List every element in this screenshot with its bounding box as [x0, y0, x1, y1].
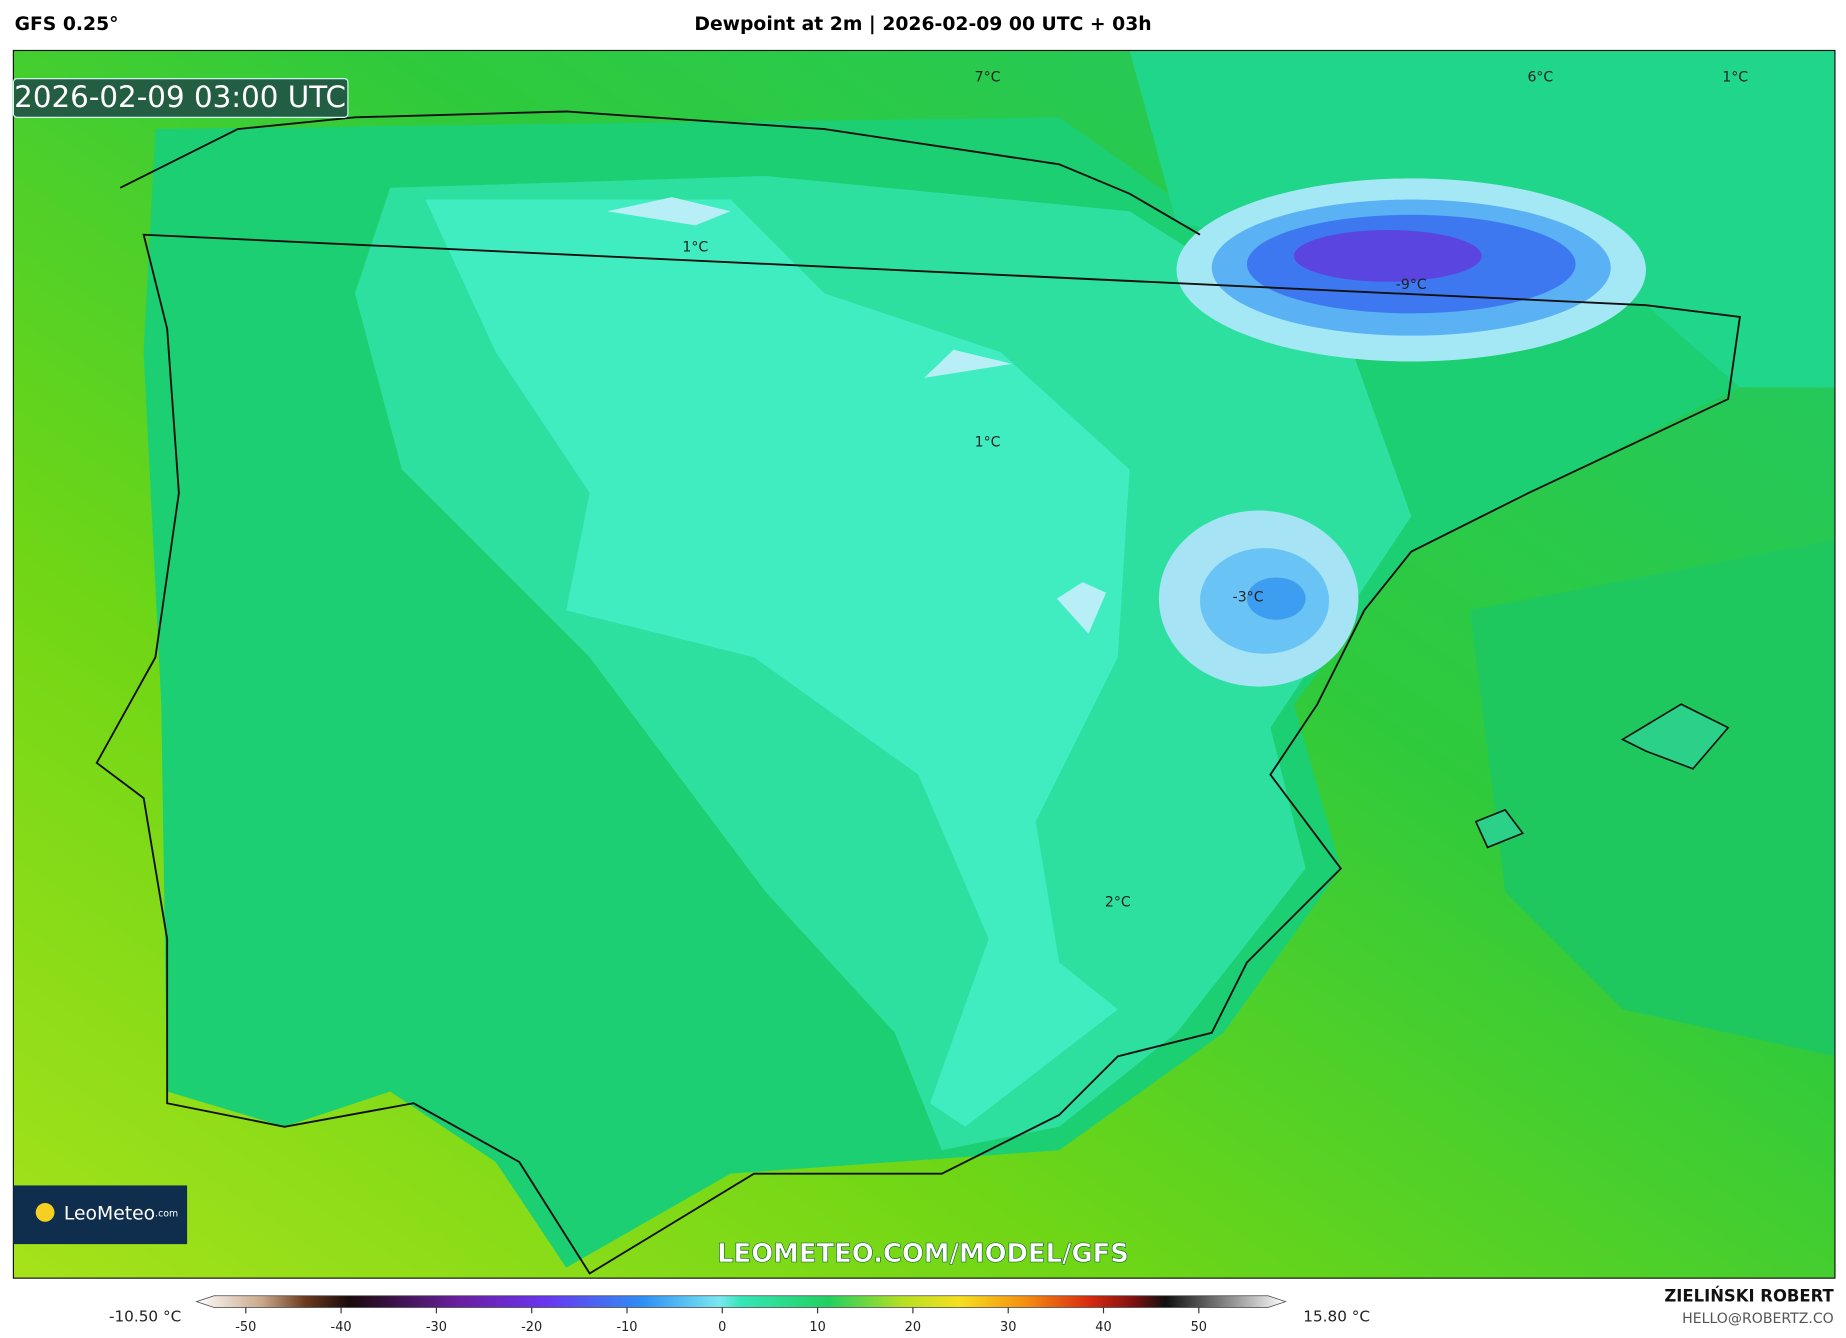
- colorbar-tick-label: -20: [521, 1320, 542, 1335]
- watermark: LEOMETEO.COM/MODEL/GFS: [717, 1239, 1129, 1269]
- contour-zone: [1469, 539, 1835, 1057]
- logo-text: LeoMeteo.com: [64, 1203, 178, 1224]
- colorbar-max: 15.80 °C: [1303, 1307, 1370, 1325]
- colorbar-tick-label: 40: [1095, 1320, 1111, 1335]
- colorbar: [195, 1295, 1287, 1308]
- colorbar-tick-label: 10: [809, 1320, 825, 1335]
- email: HELLO@ROBERTZ.CO: [1682, 1311, 1834, 1327]
- contour-label: 7°C: [975, 69, 1001, 85]
- contour-zone: [425, 199, 1130, 1127]
- colorbar-tick-label: 50: [1191, 1320, 1207, 1335]
- contour-zone: [1293, 230, 1482, 282]
- contour-zone: [607, 197, 731, 226]
- contour-label: 6°C: [1527, 69, 1553, 85]
- contour-label: 2°C: [1105, 895, 1131, 911]
- colorbar-ticks: -50 -40 -30 -20 -10 0 10 20 30 40 50: [235, 1307, 1207, 1335]
- colorbar-tick-label: -10: [616, 1320, 637, 1335]
- contour-zone: [924, 349, 1013, 378]
- map-title: Dewpoint at 2m | 2026-02-09 00 UTC + 03h: [694, 14, 1151, 35]
- logo-name: LeoMeteo: [64, 1203, 155, 1224]
- colorbar-tick-label: -40: [331, 1320, 352, 1335]
- colorbar-min: -10.50 °C: [109, 1307, 181, 1325]
- contour-label: -9°C: [1396, 277, 1427, 293]
- colorbar-tick-label: -30: [426, 1320, 447, 1335]
- coastline: [95, 110, 1741, 1275]
- logo-suffix: .com: [155, 1208, 178, 1219]
- timestamp: 2026-02-09 03:00 UTC: [14, 80, 346, 114]
- contour-zone: [1056, 582, 1107, 634]
- map: [13, 50, 1835, 1279]
- author: ZIELIŃSKI ROBERT: [1664, 1286, 1834, 1305]
- colorbar-tick-label: 20: [905, 1320, 921, 1335]
- map-frame: [12, 49, 1836, 1279]
- contour-label: -3°C: [1233, 589, 1264, 605]
- logo-sun: [35, 1203, 55, 1222]
- colorbar-tick-label: -50: [235, 1320, 256, 1335]
- contour-label: 1°C: [975, 434, 1001, 450]
- contour-zone: [1246, 577, 1306, 620]
- coastline: [1474, 703, 1730, 849]
- contour-label: 1°C: [682, 240, 708, 256]
- colorbar-tick-label: 30: [1000, 1320, 1016, 1335]
- contour-label: 1°C: [1722, 69, 1748, 85]
- timestamp-box: [12, 78, 349, 118]
- colorbar-tick-label: 0: [718, 1320, 726, 1335]
- model-name: GFS 0.25°: [15, 14, 119, 35]
